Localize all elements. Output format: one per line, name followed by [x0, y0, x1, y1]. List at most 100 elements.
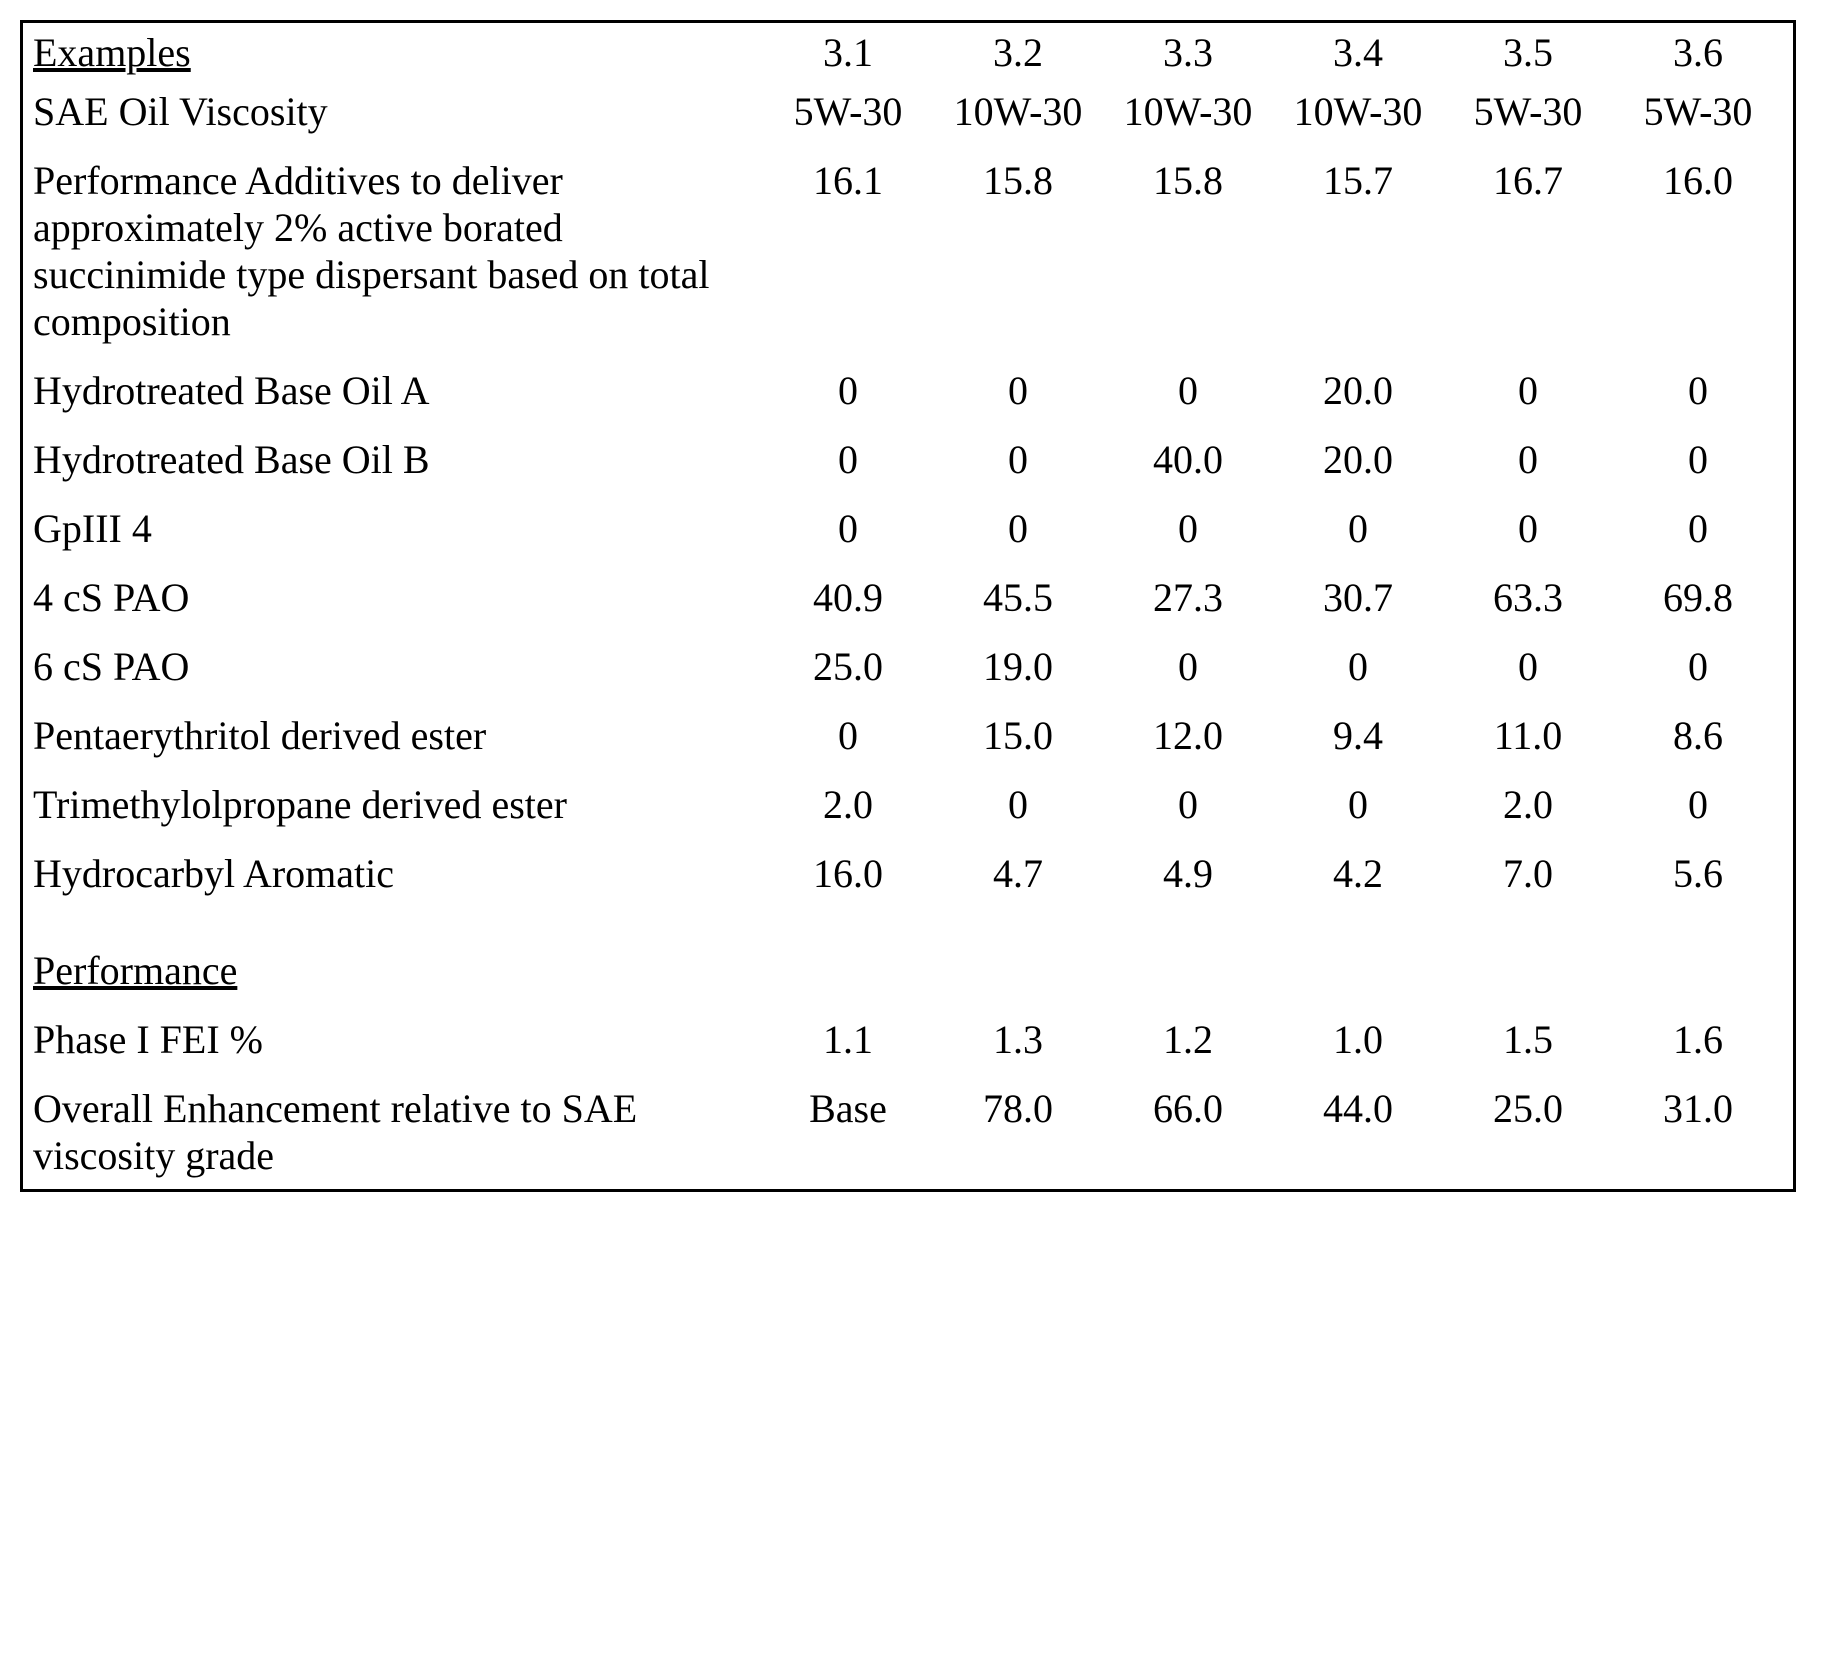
cell: 11.0 [1443, 690, 1613, 759]
row-label: Phase I FEI % [33, 994, 763, 1063]
row-label: Pentaerythritol derived ester [33, 690, 763, 759]
cell: 78.0 [933, 1063, 1103, 1179]
cell: 20.0 [1273, 414, 1443, 483]
cell: 0 [933, 345, 1103, 414]
cell: 1.0 [1273, 994, 1443, 1063]
cell: 0 [1103, 621, 1273, 690]
cell: 1.5 [1443, 994, 1613, 1063]
cell [763, 897, 933, 994]
cell: 12.0 [1103, 690, 1273, 759]
table-row: GpIII 4 0 0 0 0 0 0 [33, 483, 1783, 552]
performance-heading-row: Performance [33, 897, 1783, 994]
table-row: 6 cS PAO 25.0 19.0 0 0 0 0 [33, 621, 1783, 690]
column-header: 3.3 [1103, 29, 1273, 76]
table-row: Trimethylolpropane derived ester 2.0 0 0… [33, 759, 1783, 828]
row-label: Trimethylolpropane derived ester [33, 759, 763, 828]
table-header-row: Examples 3.1 3.2 3.3 3.4 3.5 3.6 [33, 29, 1783, 76]
cell: 9.4 [1273, 690, 1443, 759]
cell: 0 [763, 483, 933, 552]
column-header: 3.5 [1443, 29, 1613, 76]
column-header: 3.2 [933, 29, 1103, 76]
cell: 5W-30 [1613, 76, 1783, 135]
cell: 10W-30 [933, 76, 1103, 135]
cell: 0 [1613, 759, 1783, 828]
cell: 0 [1443, 345, 1613, 414]
cell: 44.0 [1273, 1063, 1443, 1179]
row-label: SAE Oil Viscosity [33, 76, 763, 135]
cell: 0 [763, 345, 933, 414]
examples-heading: Examples [33, 30, 191, 75]
column-header: 3.6 [1613, 29, 1783, 76]
cell: 15.8 [1103, 135, 1273, 345]
cell [933, 897, 1103, 994]
cell: 5.6 [1613, 828, 1783, 897]
cell: 25.0 [763, 621, 933, 690]
row-label: Overall Enhancement relative to SAE visc… [33, 1063, 763, 1179]
row-label: Hydrotreated Base Oil B [33, 414, 763, 483]
cell: Base [763, 1063, 933, 1179]
cell: 16.0 [763, 828, 933, 897]
row-label: Hydrocarbyl Aromatic [33, 828, 763, 897]
cell: 0 [1613, 414, 1783, 483]
cell: 0 [763, 690, 933, 759]
cell: 20.0 [1273, 345, 1443, 414]
cell: 0 [1103, 483, 1273, 552]
cell: 27.3 [1103, 552, 1273, 621]
performance-heading-cell: Performance [33, 897, 763, 994]
cell: 0 [1443, 483, 1613, 552]
table-row: SAE Oil Viscosity 5W-30 10W-30 10W-30 10… [33, 76, 1783, 135]
cell: 40.0 [1103, 414, 1273, 483]
cell: 8.6 [1613, 690, 1783, 759]
cell: 45.5 [933, 552, 1103, 621]
cell: 25.0 [1443, 1063, 1613, 1179]
cell: 15.0 [933, 690, 1103, 759]
cell: 1.3 [933, 994, 1103, 1063]
cell: 16.7 [1443, 135, 1613, 345]
cell: 0 [933, 483, 1103, 552]
cell [1613, 897, 1783, 994]
row-label: GpIII 4 [33, 483, 763, 552]
cell: 1.1 [763, 994, 933, 1063]
cell: 0 [1103, 345, 1273, 414]
table-row: Performance Additives to deliver approxi… [33, 135, 1783, 345]
cell: 1.2 [1103, 994, 1273, 1063]
cell: 5W-30 [1443, 76, 1613, 135]
cell: 10W-30 [1273, 76, 1443, 135]
cell [1103, 897, 1273, 994]
cell: 10W-30 [1103, 76, 1273, 135]
cell: 0 [1613, 483, 1783, 552]
cell: 16.1 [763, 135, 933, 345]
performance-heading: Performance [33, 948, 237, 993]
cell: 2.0 [1443, 759, 1613, 828]
cell: 15.7 [1273, 135, 1443, 345]
cell: 0 [1443, 621, 1613, 690]
row-label: 6 cS PAO [33, 621, 763, 690]
row-label: Hydrotreated Base Oil A [33, 345, 763, 414]
example-table: Examples 3.1 3.2 3.3 3.4 3.5 3.6 SAE Oil… [20, 20, 1796, 1192]
column-header: 3.1 [763, 29, 933, 76]
header-label-cell: Examples [33, 29, 763, 76]
cell: 1.6 [1613, 994, 1783, 1063]
cell: 4.9 [1103, 828, 1273, 897]
column-header: 3.4 [1273, 29, 1443, 76]
cell: 19.0 [933, 621, 1103, 690]
table-row: Phase I FEI % 1.1 1.3 1.2 1.0 1.5 1.6 [33, 994, 1783, 1063]
cell: 40.9 [763, 552, 933, 621]
cell: 16.0 [1613, 135, 1783, 345]
cell: 7.0 [1443, 828, 1613, 897]
table-row: 4 cS PAO 40.9 45.5 27.3 30.7 63.3 69.8 [33, 552, 1783, 621]
row-label: Performance Additives to deliver approxi… [33, 135, 763, 345]
cell: 0 [1273, 759, 1443, 828]
cell: 0 [1613, 621, 1783, 690]
cell: 0 [763, 414, 933, 483]
cell: 0 [1273, 621, 1443, 690]
cell: 30.7 [1273, 552, 1443, 621]
cell [1273, 897, 1443, 994]
table-row: Pentaerythritol derived ester 0 15.0 12.… [33, 690, 1783, 759]
cell: 0 [933, 414, 1103, 483]
table-row: Hydrotreated Base Oil B 0 0 40.0 20.0 0 … [33, 414, 1783, 483]
table-row: Hydrotreated Base Oil A 0 0 0 20.0 0 0 [33, 345, 1783, 414]
cell: 5W-30 [763, 76, 933, 135]
cell: 31.0 [1613, 1063, 1783, 1179]
cell: 66.0 [1103, 1063, 1273, 1179]
